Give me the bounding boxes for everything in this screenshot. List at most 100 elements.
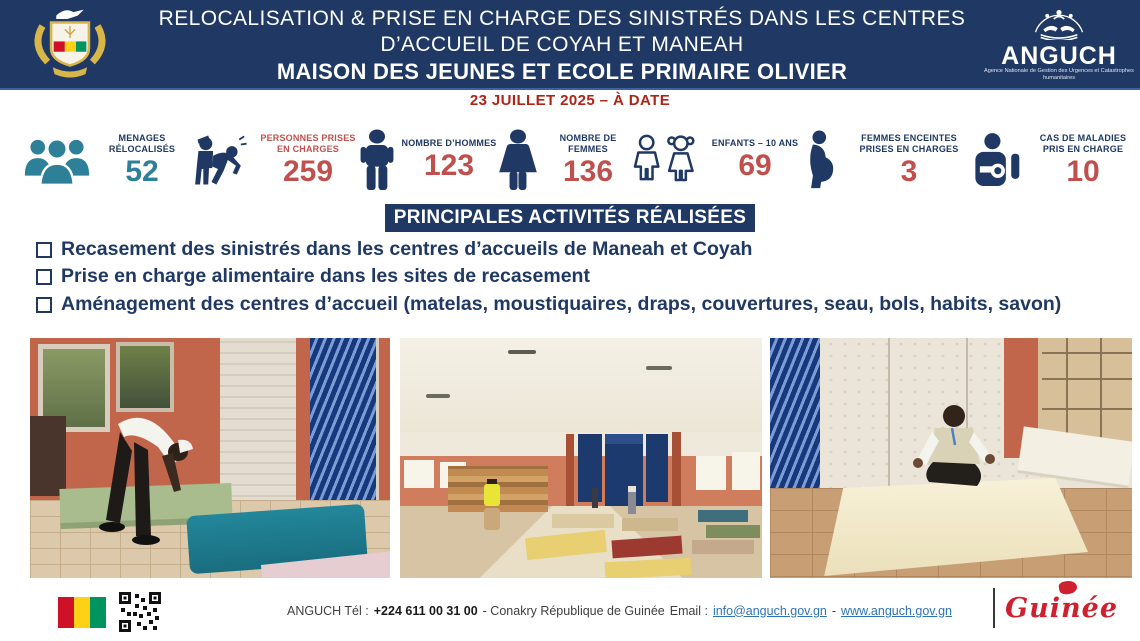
title-line-2: D’ACCUEIL DE COYAH ET MANEAH [380, 32, 744, 56]
stat-nombre-femmes: NOMBRE DE FEMMES 136 [497, 129, 630, 191]
guinea-coat-of-arms-icon [34, 9, 106, 78]
phone-number: +224 611 00 31 00 [373, 603, 478, 618]
photo-mattress-green [706, 525, 760, 538]
photo-centre-accueil-2 [400, 338, 762, 578]
stat-menages-relocalises: MENAGES RÉLOCALISÉS 52 [24, 131, 187, 189]
anguch-name: ANGUCH [1001, 41, 1117, 70]
photo-centre-accueil-3 [770, 338, 1132, 578]
photo-mattress-pale [692, 540, 754, 554]
stat-value: 136 [562, 155, 614, 188]
photo-bunk-frame [1066, 338, 1068, 448]
photo-window [732, 452, 760, 490]
stat-value: 3 [900, 155, 918, 188]
guinee-brand-logo: Guinée [993, 579, 1118, 628]
checkbox-icon [36, 242, 52, 258]
stat-label: MENAGES RÉLOCALISÉS [108, 132, 176, 154]
photo-person-vest [484, 484, 500, 506]
photo-dark-furniture [30, 416, 66, 496]
email-label: Email : [669, 603, 708, 618]
anguch-emblem-icon [1034, 9, 1084, 42]
stat-value: 52 [125, 155, 159, 188]
photo-mattress-tan [552, 514, 614, 528]
activity-text: Prise en charge alimentaire dans les sit… [61, 265, 590, 288]
photo-quilted-wall [810, 338, 1042, 498]
stat-enfants: ENFANTS – 10 ANS 69 [630, 132, 803, 188]
photo-pillar [566, 434, 574, 508]
photo-ceiling-fan [508, 350, 536, 354]
photo-ceiling [400, 338, 762, 432]
photo-person-crouching [913, 405, 995, 486]
photo-banner [605, 434, 643, 506]
photo-ceiling-fan [646, 366, 672, 370]
stat-femmes-enceintes: FEMMES ENCEINTES PRISES EN CHARGES 3 [803, 130, 970, 190]
checkbox-icon [36, 269, 52, 286]
stat-label: NOMBRE DE FEMMES [559, 132, 617, 154]
poster-title: RELOCALISATION & PRISE EN CHARGE DES SIN… [140, 2, 984, 86]
activity-item: Recasement des sinistrés dans les centre… [36, 238, 1116, 260]
stat-label: NOMBRE D’HOMMES [401, 138, 497, 149]
dash-separator: - [831, 603, 837, 618]
photo-mattress-teal [698, 510, 748, 522]
person-helping-icon [187, 131, 249, 189]
stat-value: 69 [738, 149, 772, 183]
activity-text: Aménagement des centres d’accueil (matel… [61, 292, 1062, 315]
photo-mattress-yellow [604, 557, 692, 578]
checkbox-icon [36, 296, 52, 313]
photo-window [116, 342, 174, 412]
guinee-text: Guinée [1005, 592, 1118, 624]
anguch-logo: ANGUCH Agence Nationale de Gestion des U… [984, 6, 1140, 82]
photo-person [628, 486, 636, 514]
header-band: RELOCALISATION & PRISE EN CHARGE DES SIN… [0, 0, 1140, 90]
stat-label: CAS DE MALADIES PRIS EN CHARGE [1039, 132, 1127, 154]
stat-cas-maladies: CAS DE MALADIES PRIS EN CHARGE 10 [970, 132, 1137, 188]
activities-list: Recasement des sinistrés dans les centre… [36, 238, 1116, 320]
divider [993, 588, 996, 628]
title-line-3: MAISON DES JEUNES ET ECOLE PRIMAIRE OLIV… [276, 59, 848, 85]
tel-label: ANGUCH Tél : [287, 603, 369, 618]
location-text: - Conakry République de Guinée [482, 603, 665, 618]
photo-blue-tarp [310, 338, 376, 513]
email-link[interactable]: info@anguch.gov.gn [712, 603, 827, 618]
qr-code [118, 591, 162, 633]
stat-value: 259 [282, 155, 334, 188]
activity-item: Prise en charge alimentaire dans les sit… [36, 265, 1116, 287]
photo-mattress-tan [622, 518, 678, 531]
stat-label: PERSONNES PRISES EN CHARGES [260, 132, 356, 154]
guinea-coat-of-arms [0, 4, 140, 84]
photo-person [592, 488, 598, 508]
photo-wall-edge [376, 338, 390, 513]
anguch-subtitle: Agence Nationale de Gestion des Urgences… [984, 68, 1134, 82]
photo-person-bending [99, 417, 193, 545]
photo-centre-accueil-1 [30, 338, 390, 578]
footer: ANGUCH Tél : +224 611 00 31 00 - Conakry… [0, 579, 1140, 641]
stat-value: 10 [1066, 155, 1100, 188]
activities-title: PRINCIPALES ACTIVITÉS RÉALISÉES [384, 204, 756, 232]
pregnant-woman-icon [803, 130, 841, 190]
children-icon [630, 132, 700, 188]
website-link[interactable]: www.anguch.gov.gn [841, 603, 952, 618]
stat-nombre-hommes: NOMBRE D’HOMMES 123 [360, 129, 497, 191]
stat-label: FEMMES ENCEINTES PRISES EN CHARGES [859, 132, 959, 154]
photo-door-seam [888, 338, 890, 496]
date-line: 23 JUILLET 2025 – À DATE [469, 92, 671, 109]
woman-icon [497, 129, 539, 191]
photo-ceiling-fan [426, 394, 450, 398]
photo-window [696, 456, 726, 490]
stat-value: 123 [423, 149, 475, 183]
guinee-wordmark: Guinée [1005, 579, 1118, 624]
man-icon [360, 129, 394, 191]
activity-text: Recasement des sinistrés dans les centre… [61, 238, 753, 260]
people-group-icon [24, 131, 90, 189]
photo-banner [646, 434, 668, 502]
stat-label: ENFANTS – 10 ANS [711, 138, 799, 149]
stats-row: MENAGES RÉLOCALISÉS 52 PERSONNES PRISES … [0, 118, 1140, 202]
photo-bunk-frame [1042, 352, 1132, 354]
injured-person-icon [970, 132, 1022, 188]
photo-pillar [672, 432, 681, 510]
photo-window [404, 460, 434, 488]
photo-banner [578, 434, 602, 502]
photo-tiled-wall [220, 338, 296, 506]
guinea-flag-icon [58, 597, 106, 628]
activity-item: Aménagement des centres d’accueil (matel… [36, 293, 1116, 315]
